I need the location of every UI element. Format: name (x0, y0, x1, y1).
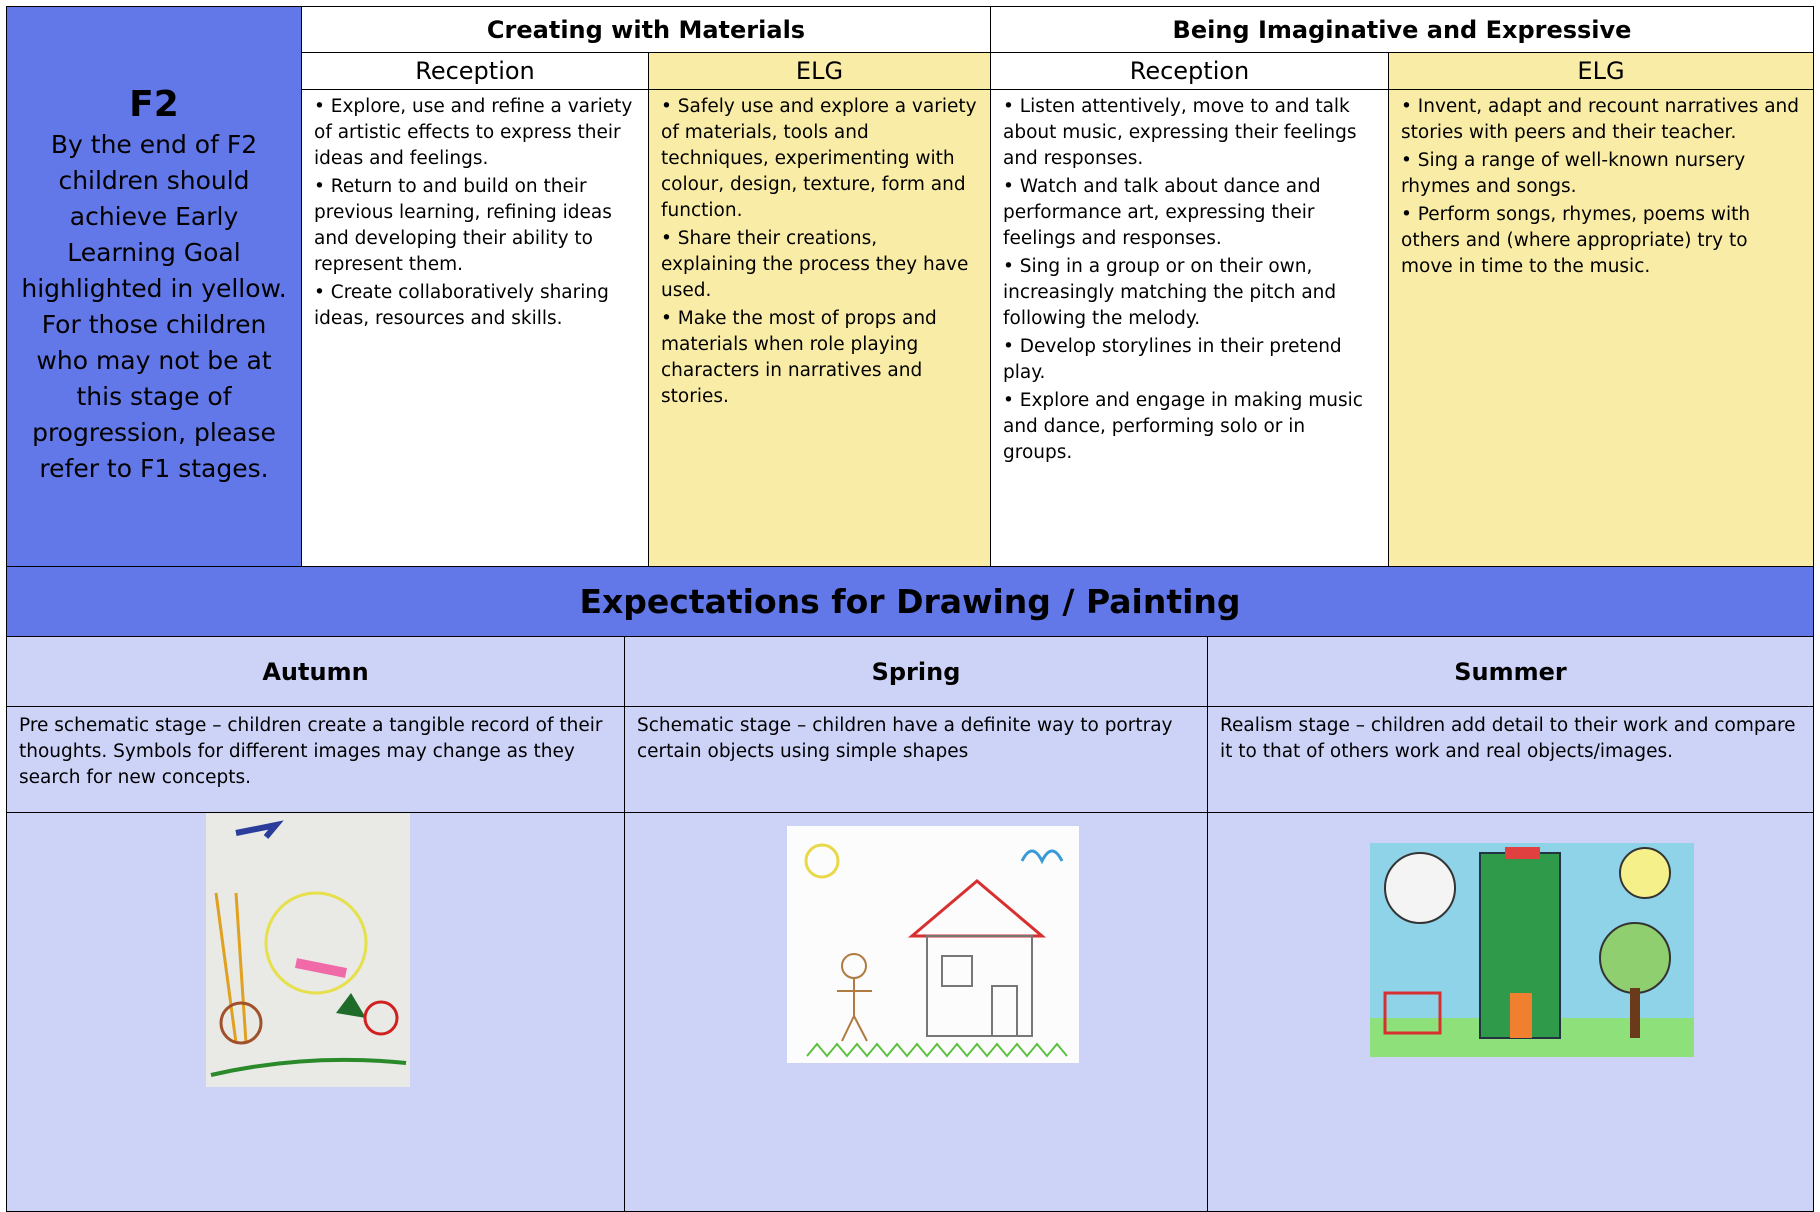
bullet-item: • Make the most of props and materials w… (661, 308, 937, 407)
side-text: By the end of F2 children should achieve… (21, 130, 287, 303)
side-panel: F2 By the end of F2 children should achi… (6, 6, 302, 567)
bullet-item: • Listen attentively, move to and talk a… (1003, 96, 1357, 169)
season-title: Autumn (6, 636, 625, 707)
season-text: Realism stage – children add detail to t… (1207, 706, 1814, 813)
season-title: Summer (1207, 636, 1814, 707)
autumn-drawing (206, 813, 410, 1087)
bullet-item: • Develop storylines in their pretend pl… (1003, 336, 1342, 383)
side-text: For those children who may not be at thi… (32, 310, 276, 483)
expectations-title: Expectations for Drawing / Painting (6, 566, 1814, 637)
bullet-list: • Listen attentively, move to and talk a… (990, 89, 1389, 567)
season-title: Spring (624, 636, 1208, 707)
bullet-item: • Sing a range of well-known nursery rhy… (1401, 150, 1746, 197)
bullet-item: • Explore, use and refine a variety of a… (314, 96, 633, 169)
season-text: Pre schematic stage – children create a … (6, 706, 625, 813)
sub-header: Reception (990, 52, 1389, 90)
bullet-item: • Sing in a group or on their own, incre… (1003, 256, 1337, 329)
sub-header: ELG (1388, 52, 1814, 90)
bullet-item: • Watch and talk about dance and perform… (1003, 176, 1321, 249)
bullet-item: • Return to and build on their previous … (314, 176, 612, 275)
season-text: Schematic stage – children have a defini… (624, 706, 1208, 813)
spring-drawing (787, 826, 1079, 1063)
side-title: F2 (129, 84, 179, 125)
area-title: Being Imaginative and Expressive (990, 6, 1814, 53)
bullet-list: • Invent, adapt and recount narratives a… (1388, 89, 1814, 567)
area-title: Creating with Materials (301, 6, 991, 53)
sub-header: Reception (301, 52, 649, 90)
bullet-item: • Explore and engage in making music and… (1003, 390, 1363, 463)
bullet-list: • Explore, use and refine a variety of a… (301, 89, 649, 567)
bullet-item: • Safely use and explore a variety of ma… (661, 96, 977, 221)
sub-header: ELG (648, 52, 991, 90)
bullet-item: • Create collaboratively sharing ideas, … (314, 282, 609, 329)
bullet-item: • Perform songs, rhymes, poems with othe… (1401, 204, 1751, 277)
summer-drawing (1370, 843, 1694, 1057)
bullet-item: • Invent, adapt and recount narratives a… (1401, 96, 1800, 143)
bullet-list: • Safely use and explore a variety of ma… (648, 89, 991, 567)
bullet-item: • Share their creations, explaining the … (661, 228, 969, 301)
